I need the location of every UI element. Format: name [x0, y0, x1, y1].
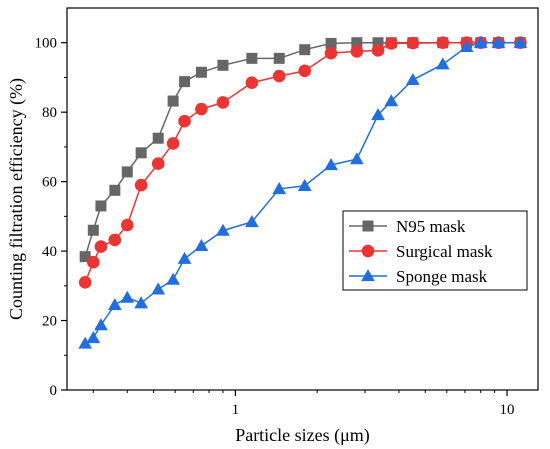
data-point	[166, 137, 180, 150]
data-point	[166, 272, 180, 285]
y-tick-label: 40	[42, 244, 57, 260]
data-point	[372, 37, 384, 49]
axes: 0 20 40 60 80 100 1 10	[35, 7, 539, 418]
data-point	[371, 44, 385, 57]
data-point	[195, 102, 208, 116]
data-point	[152, 132, 164, 144]
data-point	[272, 69, 286, 83]
data-point	[87, 224, 99, 236]
data-point	[78, 336, 93, 349]
data-point	[86, 331, 101, 344]
data-point	[324, 158, 338, 171]
data-point	[473, 35, 488, 48]
legend-label: N95 mask	[396, 217, 466, 236]
data-point	[95, 200, 107, 212]
data-point	[120, 290, 135, 303]
data-point	[108, 233, 122, 247]
data-point	[459, 40, 474, 53]
x-axis-title: Particle sizes (μm)	[235, 425, 370, 446]
y-tick-label: 80	[42, 105, 57, 121]
legend-marker	[362, 220, 374, 232]
data-point	[273, 52, 285, 64]
data-point	[298, 64, 312, 78]
data-point	[405, 73, 420, 86]
data-point	[245, 76, 259, 89]
data-point	[436, 36, 450, 50]
data-point	[216, 96, 230, 109]
data-point	[350, 45, 364, 58]
x-tick-label: 1	[232, 402, 240, 418]
data-point	[94, 318, 108, 331]
legend-marker	[361, 269, 375, 282]
legend: N95 mask Surgical mask Sponge mask	[342, 210, 528, 291]
data-point	[107, 298, 122, 311]
data-point	[217, 59, 229, 71]
data-point	[216, 223, 230, 236]
data-point	[135, 147, 147, 159]
data-point	[194, 239, 209, 252]
data-point	[134, 178, 148, 192]
y-tick-label: 0	[50, 383, 58, 399]
data-point	[513, 35, 528, 48]
data-point	[349, 152, 364, 165]
data-point	[385, 37, 398, 50]
y-tick-label: 100	[35, 36, 58, 52]
data-point	[297, 178, 312, 191]
data-point	[246, 52, 258, 64]
data-point	[435, 57, 450, 70]
legend-label: Sponge mask	[396, 267, 488, 286]
data-point	[78, 276, 92, 289]
data-point	[491, 35, 506, 48]
data-point	[121, 166, 133, 178]
data-point	[177, 251, 192, 264]
series-line	[84, 41, 521, 345]
series-layer	[78, 35, 528, 349]
data-point	[244, 215, 259, 228]
y-tick-label: 20	[42, 314, 57, 330]
data-point	[351, 37, 363, 49]
data-point	[87, 255, 100, 269]
series-sponge-mask	[78, 35, 528, 349]
plot-frame	[66, 7, 539, 391]
y-tick-label: 60	[42, 175, 57, 191]
data-point	[94, 240, 108, 253]
data-point	[272, 182, 287, 195]
data-point	[120, 218, 134, 232]
data-point	[299, 44, 311, 56]
data-point	[167, 95, 179, 107]
data-point	[179, 76, 191, 88]
data-point	[178, 114, 191, 128]
data-point	[151, 157, 165, 170]
legend-label: Surgical mask	[396, 242, 493, 261]
data-point	[79, 251, 91, 263]
data-point	[324, 46, 338, 60]
data-point	[151, 282, 166, 295]
x-tick-label: 10	[500, 402, 515, 418]
data-point	[195, 66, 207, 78]
data-point	[384, 94, 399, 107]
y-axis-title: Counting filtration efficiency (%)	[6, 78, 27, 320]
data-point	[406, 36, 420, 50]
data-point	[109, 184, 121, 196]
data-point	[134, 296, 149, 309]
legend-marker	[361, 244, 375, 258]
data-point	[371, 108, 385, 121]
data-point	[325, 37, 337, 49]
